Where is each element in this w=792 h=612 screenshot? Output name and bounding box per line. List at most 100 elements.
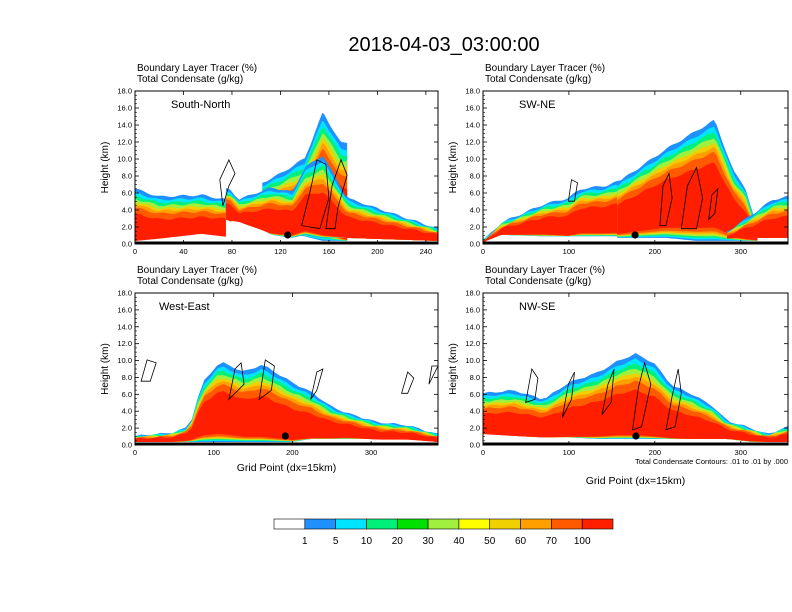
condensate-contour [301,159,330,230]
y-tick-label: 14.0 [117,322,132,331]
colorbar-label: 20 [392,536,404,547]
tracer-band [135,213,226,241]
colorbar-label: 60 [515,536,527,547]
colorbar-swatch [520,518,552,530]
x-tick-label: 40 [179,247,187,256]
condensate-contour [219,158,236,206]
condensate-contour [708,187,719,221]
y-tick-label: 8.0 [122,172,132,181]
y-tick-label: 10.0 [117,155,132,164]
terrain [483,241,788,244]
panel-south-north: 0.0 2.0 4.0 6.0 8.0 10.0 12.0 14.0 16.0 18.0 0 40 80… [100,63,439,256]
colorbar-swatch [304,518,336,530]
terrain [135,241,438,244]
condensate-contour [567,179,578,202]
colorbar-label: 1 [302,536,308,547]
y-tick-label: 0.0 [470,441,480,450]
colorbar-label: 70 [546,536,558,547]
terrain [483,442,788,445]
colorbar-label: 30 [423,536,435,547]
condensate-contour [601,368,615,415]
y-axis-label: Height (km) [448,142,459,194]
panel-title-line2: Total Condensate (g/kg) [137,276,243,287]
y-tick-label: 18.0 [117,289,132,298]
condensate-contour [659,172,673,226]
location-marker [631,231,639,239]
colorbar-swatch [489,518,521,530]
shading [483,119,788,243]
panel-label: West-East [159,301,210,313]
x-tick-label: 200 [649,448,662,457]
colorbar-label: 100 [574,536,591,547]
condensate-contours [140,359,438,401]
condensate-contour [401,371,415,394]
y-axis-label: Height (km) [448,343,459,395]
y-axis-label: Height (km) [100,142,111,194]
y-tick-label: 4.0 [470,206,480,215]
location-marker [284,231,292,239]
condensate-contours [525,361,682,431]
y-tick-label: 6.0 [470,390,480,399]
panels: 0.0 2.0 4.0 6.0 8.0 10.0 12.0 14.0 16.0 18.0 0 40 80… [100,63,789,487]
colorbar-label: 10 [361,536,373,547]
condensate-contours [567,166,719,230]
y-tick-label: 12.0 [465,138,480,147]
panel-title-line1: Boundary Layer Tracer (%) [485,265,605,276]
panel-label: NW-SE [519,301,555,313]
x-tick-label: 300 [365,448,378,457]
panel-title-line2: Total Condensate (g/kg) [485,74,591,85]
tracer-band [225,192,438,241]
contour-note: Total Condensate Contours: .01 to .01 by… [635,457,788,466]
x-tick-label: 240 [420,247,433,256]
y-tick-label: 0.0 [122,441,132,450]
y-tick-label: 18.0 [465,87,480,96]
colorbar-swatch [581,518,614,530]
y-tick-label: 18.0 [465,289,480,298]
y-tick-label: 2.0 [122,424,132,433]
colorbar-swatch [335,518,367,530]
colorbar-swatch [458,518,491,530]
y-tick-label: 16.0 [117,305,132,314]
x-tick-label: 200 [371,247,384,256]
x-tick-label: 200 [286,448,299,457]
condensate-contour [258,359,275,401]
colorbar-label: 40 [453,536,465,547]
y-axis-label: Height (km) [100,343,111,395]
x-tick-label: 0 [133,247,137,256]
condensate-contour [310,368,324,400]
condensate-contour [680,166,704,230]
condensate-contour [632,361,652,431]
x-tick-label: 100 [207,448,220,457]
panel-title-line1: Boundary Layer Tracer (%) [137,63,257,74]
y-tick-label: 14.0 [465,322,480,331]
colorbar-label: 50 [484,536,496,547]
terrain [135,442,438,445]
terrain-fill [135,442,438,445]
y-tick-label: 4.0 [122,206,132,215]
panel-west-east: 0.0 2.0 4.0 6.0 8.0 10.0 12.0 14.0 16.0 18.0 0 100 2… [100,265,439,474]
x-tick-label: 0 [133,448,137,457]
condensate-contour [325,158,348,230]
x-tick-label: 300 [734,247,747,256]
y-tick-label: 8.0 [470,172,480,181]
x-tick-label: 100 [563,247,576,256]
condensate-contour [140,359,157,382]
colorbar: 1 5 10 20 30 40 50 60 70 100 [273,518,614,547]
y-tick-label: 6.0 [122,189,132,198]
x-tick-label: 100 [563,448,576,457]
y-tick-label: 16.0 [465,305,480,314]
x-tick-label: 160 [323,247,336,256]
y-tick-label: 2.0 [122,223,132,232]
y-tick-label: 10.0 [117,356,132,365]
condensate-contour [525,367,539,403]
panel-title-line1: Boundary Layer Tracer (%) [137,265,257,276]
y-tick-label: 16.0 [465,104,480,113]
panel-label: South-North [171,99,230,111]
y-tick-label: 10.0 [465,356,480,365]
y-tick-label: 0.0 [470,240,480,249]
tracer-band [617,162,758,241]
x-tick-label: 0 [481,247,485,256]
y-tick-label: 6.0 [470,189,480,198]
condensate-contours [219,158,348,230]
